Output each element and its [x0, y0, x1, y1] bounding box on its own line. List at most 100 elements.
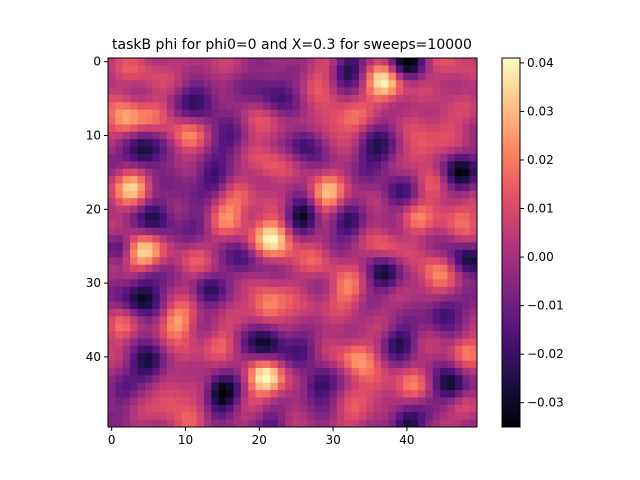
heatmap-cell [454, 176, 463, 184]
heatmap-cell [262, 153, 271, 162]
heatmap-cell [115, 264, 124, 273]
heatmap-cell [381, 345, 389, 354]
heatmap-cell [299, 139, 308, 147]
heatmap-cell [395, 183, 404, 192]
heatmap-cell [159, 397, 168, 406]
heatmap-cell [314, 279, 323, 288]
heatmap-cell [403, 80, 411, 88]
heatmap-cell [203, 58, 212, 66]
heatmap-cell [144, 360, 153, 369]
heatmap-cell [336, 345, 345, 354]
heatmap-cell [454, 397, 463, 406]
heatmap-cell [322, 419, 330, 428]
heatmap-cell [454, 102, 463, 111]
heatmap-cell [351, 345, 360, 354]
heatmap-cell [255, 183, 264, 192]
heatmap-cell [440, 353, 448, 361]
colorbar-segment [502, 316, 520, 320]
heatmap-cell [373, 220, 382, 229]
heatmap-cell [410, 205, 419, 214]
heatmap-cell [454, 375, 463, 384]
heatmap-cell [366, 294, 375, 302]
heatmap-cell [262, 183, 271, 192]
heatmap-cell [307, 124, 315, 133]
heatmap-cell [159, 168, 168, 177]
heatmap-cell [425, 80, 434, 88]
heatmap-cell [366, 58, 375, 66]
heatmap-cell [292, 109, 301, 118]
colorbar-segment [502, 220, 520, 225]
heatmap-cell [137, 183, 146, 192]
heatmap-cell [226, 308, 234, 317]
heatmap-cell [447, 198, 456, 206]
heatmap-cell [322, 220, 330, 229]
heatmap-cell [373, 212, 382, 221]
heatmap-cell [167, 242, 175, 251]
heatmap-cell [122, 316, 131, 325]
heatmap-cell [351, 80, 360, 88]
heatmap-cell [417, 360, 426, 369]
heatmap-cell [189, 87, 197, 96]
heatmap-cell [292, 212, 301, 221]
heatmap-cell [248, 72, 256, 81]
heatmap-cell [314, 345, 323, 354]
heatmap-cell [462, 153, 470, 162]
colorbar-segment [502, 199, 520, 203]
heatmap-cell [196, 212, 205, 221]
heatmap-cell [314, 375, 323, 384]
heatmap-cell [417, 404, 426, 413]
heatmap-cell [248, 301, 256, 310]
heatmap-cell [115, 338, 124, 347]
colorbar-frame [501, 57, 521, 428]
heatmap-cell [174, 153, 183, 162]
heatmap-cell [395, 242, 404, 251]
heatmap-cell [351, 257, 360, 265]
heatmap-cell [469, 176, 478, 184]
heatmap-cell [373, 353, 382, 361]
heatmap-cell [447, 301, 456, 310]
heatmap-cell [307, 242, 315, 251]
heatmap-cell [277, 205, 286, 214]
heatmap-cell [277, 153, 286, 162]
heatmap-cell [447, 161, 456, 170]
heatmap-cell [388, 404, 397, 413]
heatmap-cell [292, 94, 301, 103]
heatmap-cell [255, 272, 264, 280]
heatmap-cell [440, 72, 448, 81]
heatmap-cell [410, 58, 419, 66]
heatmap-cell [174, 139, 183, 147]
heatmap-cell [248, 279, 256, 288]
heatmap-cell [307, 235, 315, 243]
heatmap-cell [410, 301, 419, 310]
heatmap-cell [322, 397, 330, 406]
heatmap-cell [388, 80, 397, 88]
heatmap-cell [366, 109, 375, 118]
heatmap-cell [447, 249, 456, 258]
heatmap-cell [262, 390, 271, 398]
heatmap-cell [403, 235, 411, 243]
heatmap-cell [314, 257, 323, 265]
heatmap-cell [358, 153, 367, 162]
heatmap-cell [336, 87, 345, 96]
heatmap-cell [152, 390, 161, 398]
heatmap-cell [373, 316, 382, 325]
colorbar-segment [502, 165, 520, 170]
colorbar-segment [502, 205, 520, 210]
colorbar-segment [502, 365, 520, 369]
heatmap-cell [159, 257, 168, 265]
heatmap-cell [329, 397, 338, 406]
heatmap-cell [299, 168, 308, 177]
heatmap-cell [373, 102, 382, 111]
heatmap-cell [417, 176, 426, 184]
heatmap-cell [159, 198, 168, 206]
heatmap-cell [233, 301, 242, 310]
heatmap-cell [329, 87, 338, 96]
heatmap-cell [262, 382, 271, 391]
heatmap-cell [211, 87, 220, 96]
heatmap-cell [336, 153, 345, 162]
heatmap-cell [381, 168, 389, 177]
heatmap-cell [248, 146, 256, 155]
heatmap-cell [381, 102, 389, 111]
heatmap-cell [351, 153, 360, 162]
heatmap-cell [144, 102, 153, 111]
